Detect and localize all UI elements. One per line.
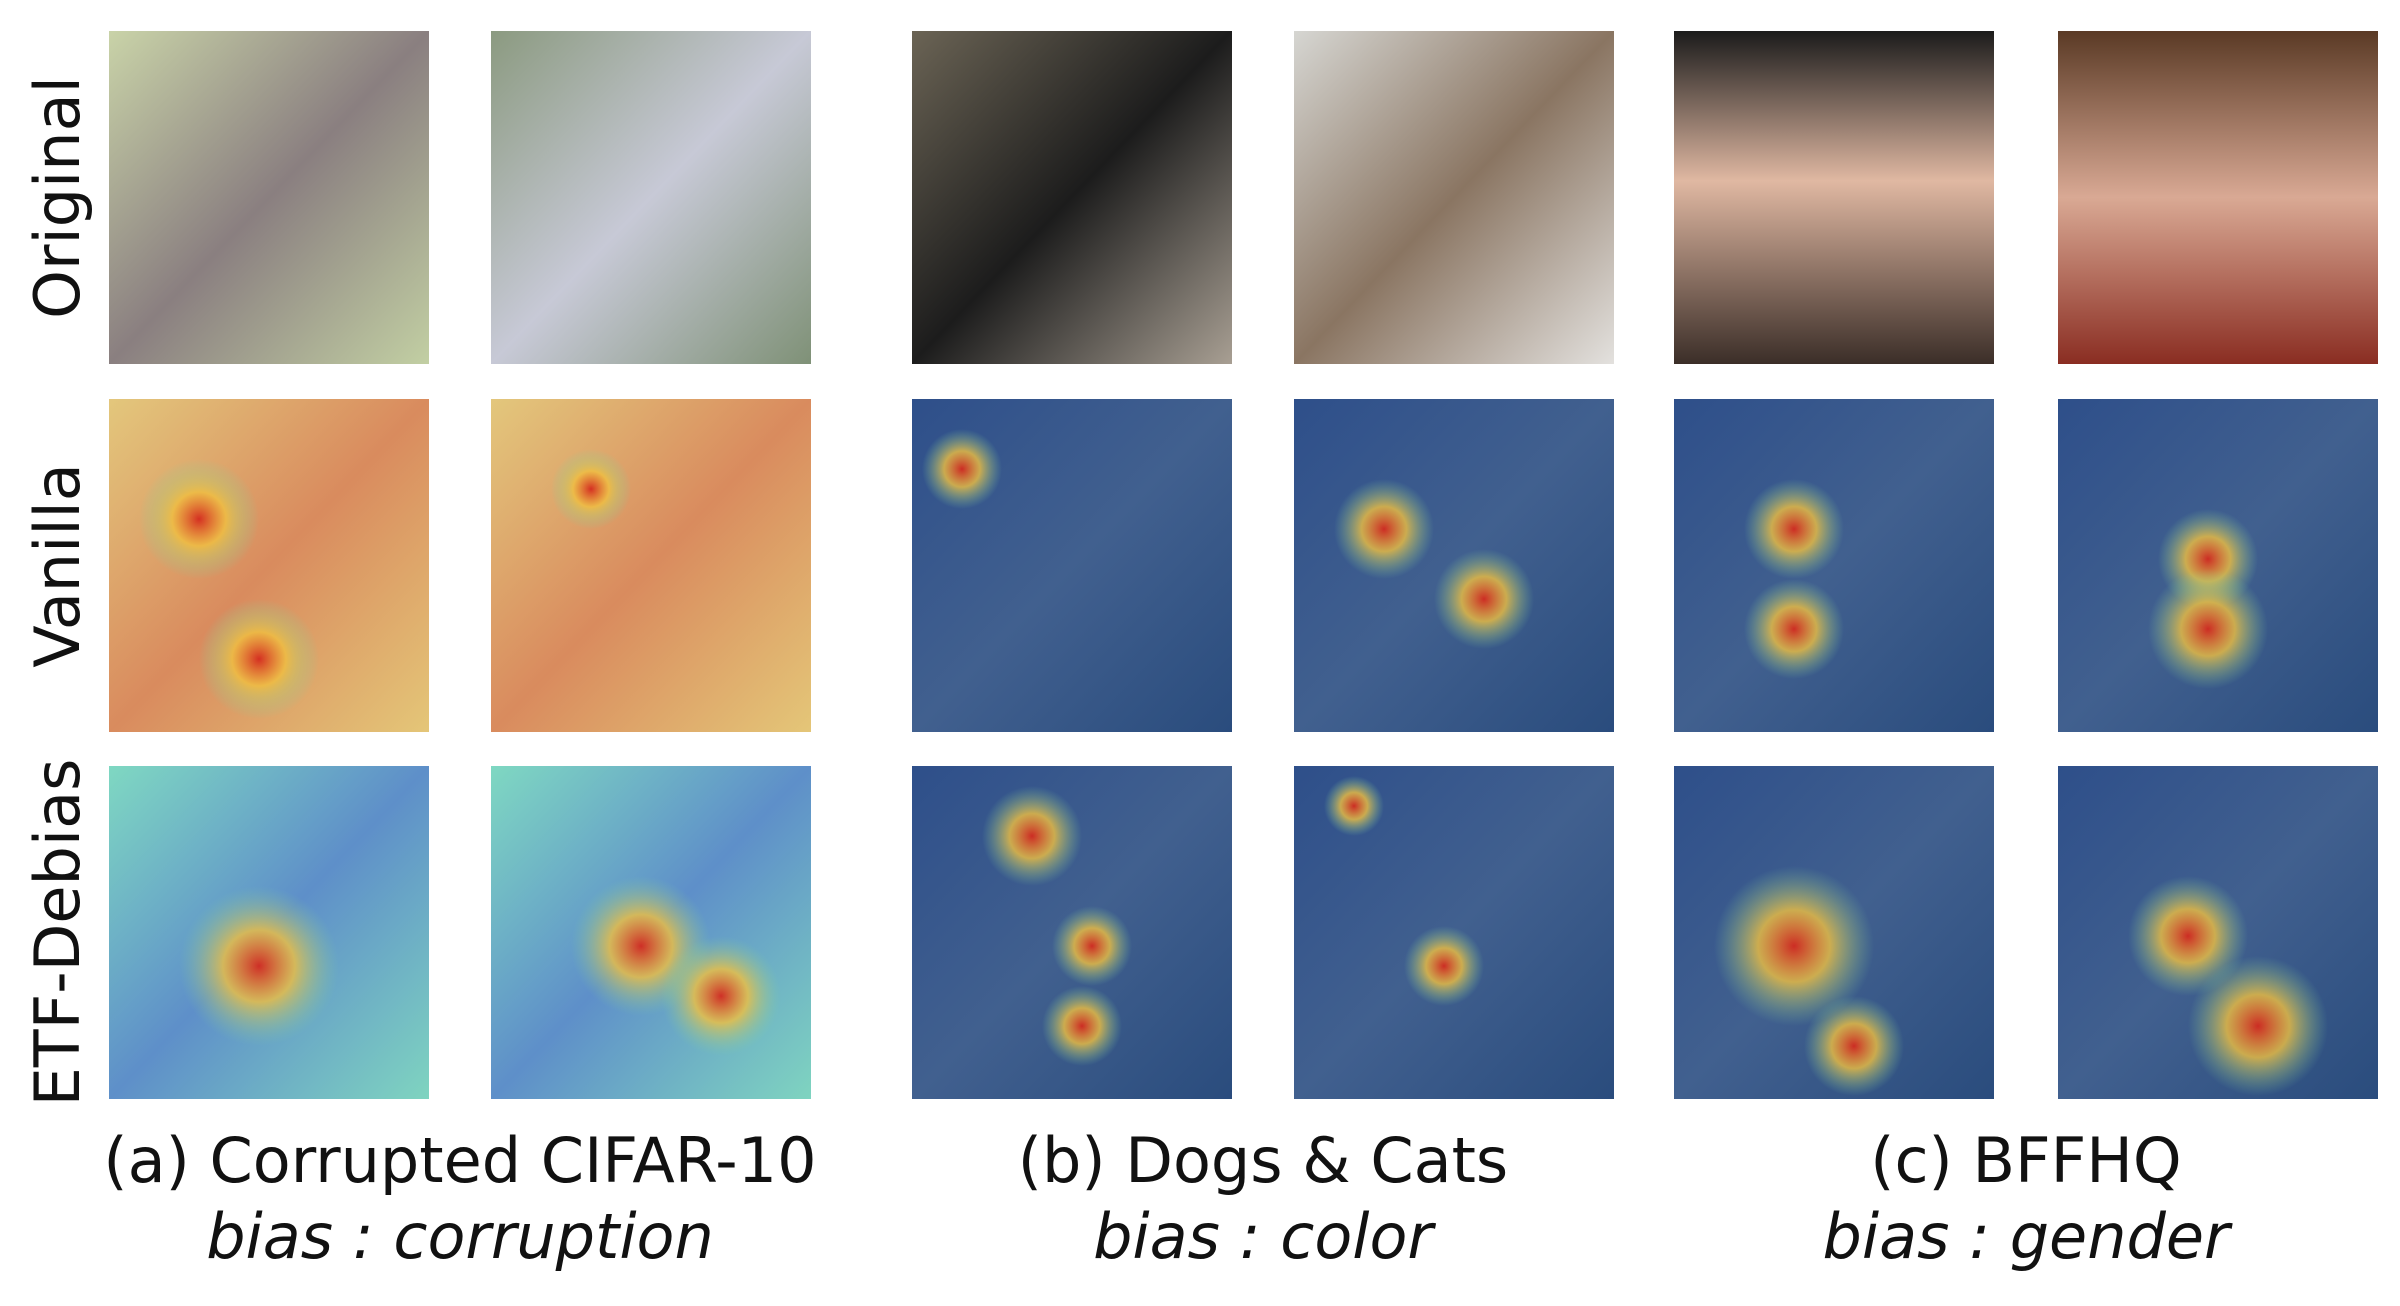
- heatmap-spot: [179, 886, 339, 1046]
- row-label: Vanilla: [21, 463, 94, 668]
- heatmap-spot: [1434, 549, 1534, 649]
- heatmap-spot: [982, 786, 1082, 886]
- group-caption: (c) BFFHQ: [1870, 1124, 2181, 1197]
- image-tile: [491, 399, 811, 732]
- heatmap-spot: [1042, 986, 1122, 1066]
- heatmap-spot: [661, 936, 781, 1056]
- heatmap-spot: [1324, 776, 1384, 836]
- image-tile: [109, 31, 429, 364]
- heatmap-spot: [1714, 866, 1874, 1026]
- heatmap-spot: [922, 429, 1002, 509]
- image-tile: [2058, 31, 2378, 364]
- image-tile: [912, 31, 1232, 364]
- heatmap-spot: [139, 459, 259, 579]
- heatmap-spot: [1744, 579, 1844, 679]
- heatmap-spot: [199, 599, 319, 719]
- heatmap-spot: [1744, 479, 1844, 579]
- image-tile: [1674, 31, 1994, 364]
- row-label: ETF-Debias: [21, 759, 94, 1107]
- heatmap-spot: [2188, 956, 2328, 1096]
- heatmap-spot: [2128, 876, 2248, 996]
- heatmap-spot: [2148, 569, 2268, 689]
- group-bias: bias : corruption: [206, 1200, 714, 1273]
- image-tile: [491, 31, 811, 364]
- image-tile: [1294, 31, 1614, 364]
- heatmap-spot: [1404, 926, 1484, 1006]
- row-label: Original: [21, 76, 94, 319]
- heatmap-spot: [1052, 906, 1132, 986]
- heatmap-spot: [1334, 479, 1434, 579]
- group-caption: (a) Corrupted CIFAR-10: [103, 1124, 816, 1197]
- image-tile: [1674, 399, 1994, 732]
- group-caption: (b) Dogs & Cats: [1018, 1124, 1508, 1197]
- group-bias: bias : gender: [1823, 1200, 2233, 1273]
- heatmap-spot: [1804, 996, 1904, 1096]
- group-bias: bias : color: [1093, 1200, 1436, 1273]
- heatmap-spot: [551, 449, 631, 529]
